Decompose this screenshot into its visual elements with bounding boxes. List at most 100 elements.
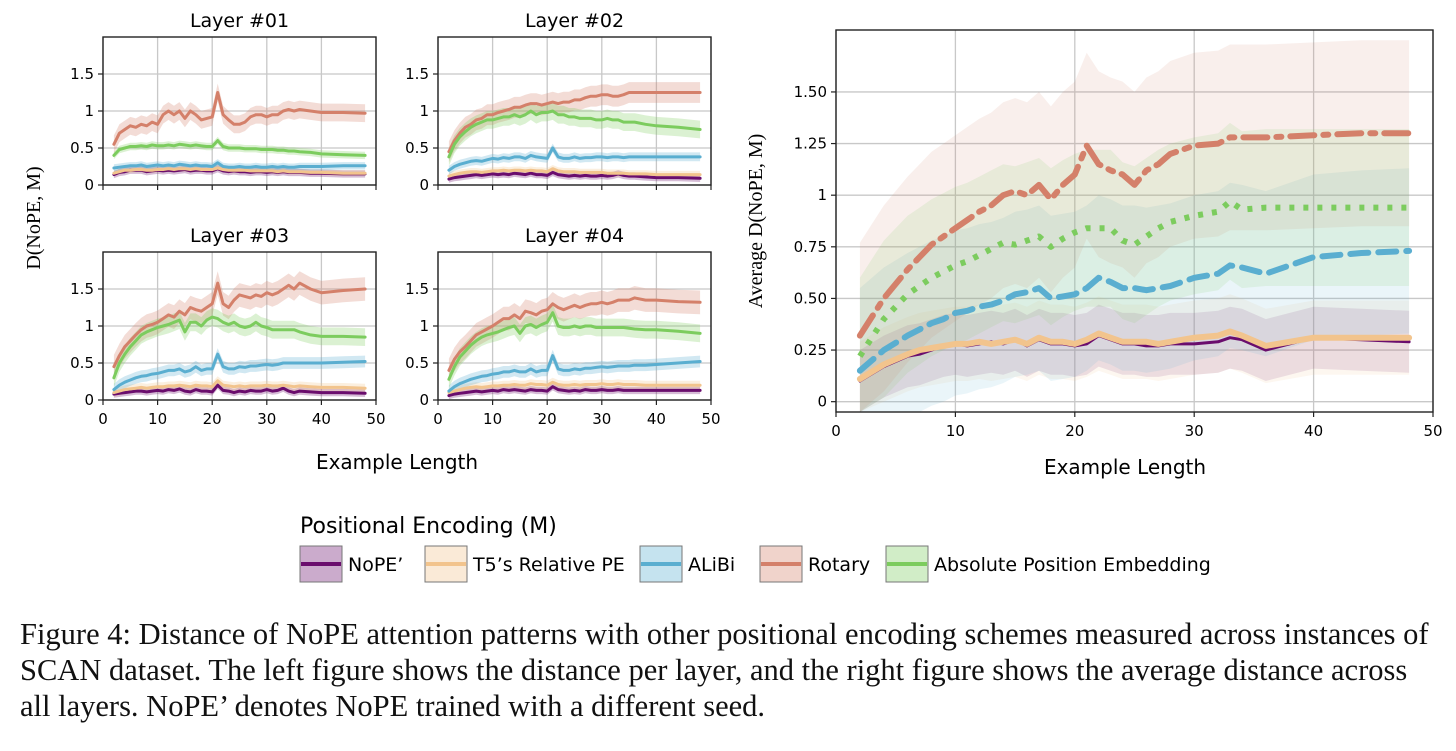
x-tick-label: 50 (701, 410, 720, 428)
panel-title: Layer #02 (525, 10, 624, 32)
x-tick-label: 30 (257, 410, 276, 428)
legend-label: T5’s Relative PE (472, 554, 625, 576)
y-tick-label: 0.5 (70, 139, 94, 157)
series-line-rotary (447, 296, 702, 372)
band-rotary (448, 82, 701, 163)
y-tick-label: 0 (817, 393, 827, 411)
legend-entry-nope: NoPE’ (299, 545, 403, 583)
x-tick-label: 50 (366, 410, 385, 428)
panel-title: Layer #01 (190, 10, 289, 32)
y-tick-label: 0 (419, 391, 429, 409)
band-t5-s-relative-pe (448, 377, 701, 397)
y-tick-label: 0 (419, 176, 429, 194)
x-axis-label-left: Example Length (316, 450, 478, 474)
x-tick-label: 40 (1304, 422, 1323, 440)
band-rotary (448, 286, 701, 383)
series-line-absolute-position-embedding (857, 198, 1410, 358)
series-line-rotary (856, 130, 1413, 339)
chart-panel-layer-01: 0 0.5 1 1.5 Layer #01 (70, 10, 377, 194)
band-alibi (113, 348, 366, 396)
y-tick-label: 1 (84, 317, 94, 335)
legend-entry-t5-s-relative-pe: T5’s Relative PE (424, 545, 625, 583)
y-tick-label: 0.75 (794, 238, 827, 256)
x-tick-label: 20 (1065, 422, 1084, 440)
legend-label: Absolute Position Embedding (934, 554, 1211, 576)
series-line-t5-s-relative-pe (447, 380, 702, 395)
band-t5-s-relative-pe (859, 294, 1410, 412)
y-tick-label: 0.5 (70, 354, 94, 372)
y-axis-label-left: D(NoPE, M) (23, 166, 45, 269)
band-absolute-position-embedding (448, 303, 701, 389)
x-tick-label: 0 (98, 410, 108, 428)
band-absolute-position-embedding (113, 308, 366, 387)
legend-entry-absolute-position-embedding: Absolute Position Embedding (885, 545, 1211, 583)
band-rotary (113, 83, 366, 154)
series-line-alibi (447, 354, 702, 393)
y-tick-label: 0.25 (794, 341, 827, 359)
series-line-alibi (112, 352, 367, 392)
series-line-absolute-position-embedding (447, 311, 702, 381)
legend-label: NoPE’ (348, 554, 403, 576)
x-tick-label: 20 (203, 410, 222, 428)
y-tick-label: 1 (419, 317, 429, 335)
band-absolute-position-embedding (448, 102, 701, 166)
x-axis-label-right: Example Length (1044, 455, 1206, 479)
legend-title: Positional Encoding (M) (300, 514, 557, 539)
x-tick-label: 0 (433, 410, 443, 428)
chart-panel-average: 0 0.25 0.50 0.75 1 1.25 1.50 0 10 20 30 40 50 (794, 29, 1443, 440)
x-tick-label: 50 (1423, 422, 1442, 440)
y-tick-label: 0 (84, 391, 94, 409)
series-line-t5-s-relative-pe (112, 379, 367, 395)
x-tick-label: 20 (538, 410, 557, 428)
series-line-t5-s-relative-pe (447, 167, 702, 178)
x-tick-label: 30 (1185, 422, 1204, 440)
x-tick-label: 10 (148, 410, 167, 428)
y-tick-label: 1 (419, 102, 429, 120)
series-line-alibi (856, 247, 1413, 374)
series-line-alibi (447, 146, 702, 172)
y-tick-label: 0.50 (794, 289, 827, 307)
y-tick-label: 1 (817, 186, 827, 204)
x-tick-label: 0 (831, 422, 841, 440)
x-tick-label: 10 (946, 422, 965, 440)
chart-panel-layer-03: 0 0.5 1 1.5 0 10 20 30 40 50 Layer #03 (70, 225, 385, 428)
y-tick-label: 1.50 (794, 83, 827, 101)
series-line-nope (447, 170, 702, 181)
series-line-rotary (112, 281, 367, 369)
legend-label: ALiBi (688, 554, 735, 576)
series-line-nope (112, 383, 367, 396)
y-tick-label: 1.25 (794, 135, 827, 153)
series-line-alibi (112, 161, 367, 170)
x-tick-label: 40 (647, 410, 666, 428)
figure-caption: Figure 4: Distance of NoPE attention pat… (20, 617, 1429, 723)
series-line-absolute-position-embedding (112, 139, 367, 157)
series-line-nope (447, 385, 702, 398)
x-tick-label: 10 (483, 410, 502, 428)
band-alibi (448, 143, 701, 175)
series-line-absolute-position-embedding (112, 315, 367, 380)
series-line-t5-s-relative-pe (856, 328, 1413, 382)
y-tick-label: 0.5 (405, 354, 429, 372)
figure-4: 0 0.5 1 1.5 Layer #01 0 0.5 1 1.5 Layer #02 0 0.5 1 1… (23, 10, 1443, 583)
band-alibi (448, 349, 701, 397)
series-line-t5-s-relative-pe (112, 166, 367, 175)
legend-entry-rotary: Rotary (759, 545, 870, 583)
y-tick-label: 1.5 (70, 280, 94, 298)
series-line-rotary (112, 91, 367, 146)
legend: Positional Encoding (M) NoPE’ T5’s Relativ… (299, 514, 1211, 583)
y-tick-label: 1.5 (405, 65, 429, 83)
chart-panel-layer-04: 0 0.5 1 1.5 0 10 20 30 40 50 Layer #04 (405, 225, 720, 428)
y-tick-label: 1.5 (70, 65, 94, 83)
series-line-absolute-position-embedding (447, 109, 702, 159)
y-tick-label: 1.5 (405, 280, 429, 298)
plot-frame (835, 29, 1434, 413)
x-tick-label: 40 (312, 410, 331, 428)
y-tick-label: 0.5 (405, 139, 429, 157)
band-nope (859, 304, 1410, 412)
legend-label: Rotary (808, 554, 870, 576)
x-tick-label: 30 (592, 410, 611, 428)
y-axis-label-right: Average D(NoPE, M) (745, 134, 767, 309)
y-tick-label: 0 (84, 176, 94, 194)
y-tick-label: 1 (84, 102, 94, 120)
panel-title: Layer #03 (190, 225, 289, 247)
